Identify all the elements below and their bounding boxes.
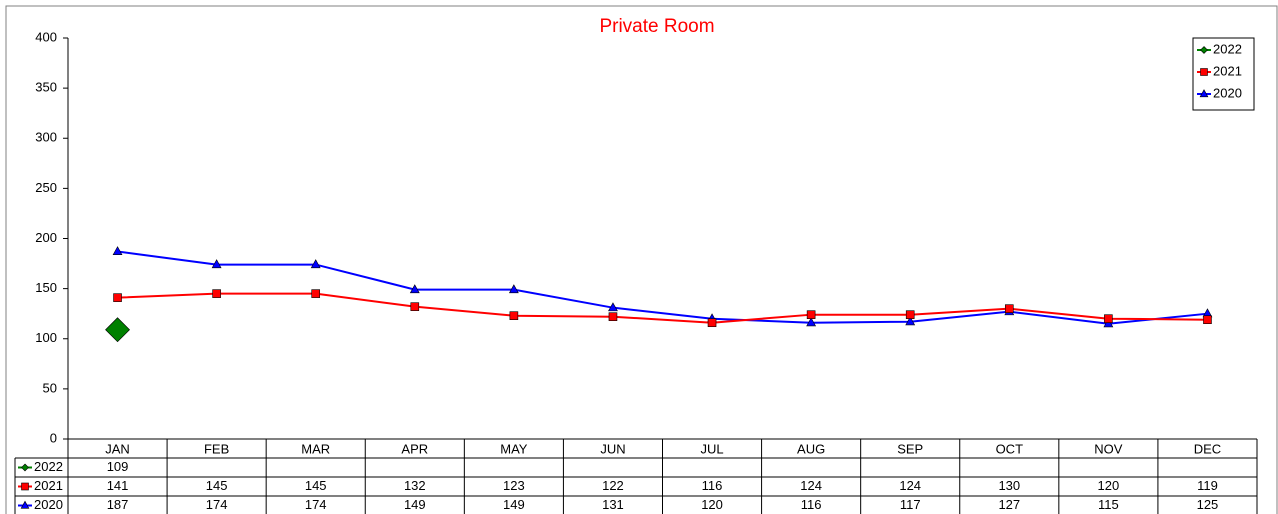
data-point	[707, 318, 717, 328]
y-tick-label: 150	[35, 280, 57, 295]
data-point	[1004, 304, 1014, 313]
series-line	[117, 250, 1208, 325]
x-tick-label: FEB	[204, 441, 229, 456]
table-value: 174	[305, 497, 327, 512]
x-tick-label: AUG	[797, 441, 825, 456]
table-series-name: 2022	[34, 459, 63, 474]
x-tick-label: JAN	[105, 441, 130, 456]
y-tick-label: 200	[35, 230, 57, 245]
x-tick-label: MAY	[500, 441, 528, 456]
table-value: 123	[503, 478, 525, 493]
table-value: 109	[107, 459, 129, 474]
data-point	[905, 310, 915, 319]
data-point	[1104, 314, 1113, 324]
y-tick-label: 300	[35, 130, 57, 145]
legend-label: 2022	[1213, 41, 1242, 56]
x-tick-label: SEP	[897, 441, 923, 456]
data-point	[806, 310, 816, 319]
y-tick-label: 0	[50, 430, 57, 445]
table-value: 149	[404, 497, 426, 512]
table-value: 124	[800, 478, 822, 493]
data-point	[608, 312, 618, 321]
legend-label: 2020	[1213, 85, 1242, 100]
data-point	[509, 311, 519, 320]
legend-marker	[1200, 46, 1208, 54]
legend-label: 2021	[1213, 63, 1242, 78]
table-value: 174	[206, 497, 228, 512]
table-value: 132	[404, 478, 426, 493]
table-value: 149	[503, 497, 525, 512]
table-value: 145	[305, 478, 327, 493]
series-line	[117, 292, 1208, 324]
x-tick-label: DEC	[1194, 441, 1221, 456]
table-value: 141	[107, 478, 129, 493]
data-point	[311, 289, 321, 298]
table-legend-marker	[21, 463, 29, 472]
table-value: 116	[702, 478, 723, 493]
table-value: 187	[107, 497, 129, 512]
table-legend-marker	[21, 482, 29, 491]
legend-marker	[1200, 68, 1208, 76]
data-point	[211, 259, 222, 269]
data-point	[112, 246, 123, 256]
legend-marker	[1199, 89, 1209, 98]
table-value: 119	[1197, 478, 1218, 493]
data-point	[410, 302, 420, 311]
x-tick-label: JUN	[600, 441, 625, 456]
table-value: 120	[1098, 478, 1120, 493]
y-tick-label: 50	[43, 380, 57, 395]
table-value: 124	[899, 478, 921, 493]
data-point	[409, 284, 420, 294]
table-value: 127	[998, 497, 1020, 512]
data-point	[905, 316, 916, 326]
table-value: 130	[998, 478, 1020, 493]
table-value: 145	[206, 478, 228, 493]
table-legend-marker	[20, 500, 30, 509]
data-point	[1203, 315, 1212, 325]
x-tick-label: JUL	[700, 441, 723, 456]
table-value: 131	[602, 497, 624, 512]
data-point	[310, 259, 321, 269]
y-tick-label: 400	[35, 29, 57, 44]
y-tick-label: 250	[35, 180, 57, 195]
table-series-name: 2021	[34, 478, 63, 493]
table-value: 116	[801, 497, 822, 512]
y-tick-label: 100	[35, 330, 57, 345]
data-point	[508, 284, 519, 294]
x-tick-label: APR	[401, 441, 428, 456]
x-tick-label: MAR	[301, 441, 330, 456]
table-series-name: 2020	[34, 497, 63, 512]
x-tick-label: NOV	[1094, 441, 1123, 456]
table-value: 115	[1098, 497, 1119, 512]
x-tick-label: OCT	[996, 441, 1024, 456]
y-tick-label: 350	[35, 80, 57, 95]
data-point	[608, 302, 618, 312]
chart-frame	[5, 5, 1278, 514]
data-point	[212, 289, 221, 298]
table-value: 122	[602, 478, 624, 493]
table-value: 125	[1197, 497, 1219, 512]
table-value: 120	[701, 497, 723, 512]
chart-title: Private Room	[599, 16, 714, 37]
data-point	[105, 317, 130, 343]
data-point	[806, 317, 817, 327]
table-value: 117	[900, 497, 921, 512]
data-point	[113, 293, 122, 302]
